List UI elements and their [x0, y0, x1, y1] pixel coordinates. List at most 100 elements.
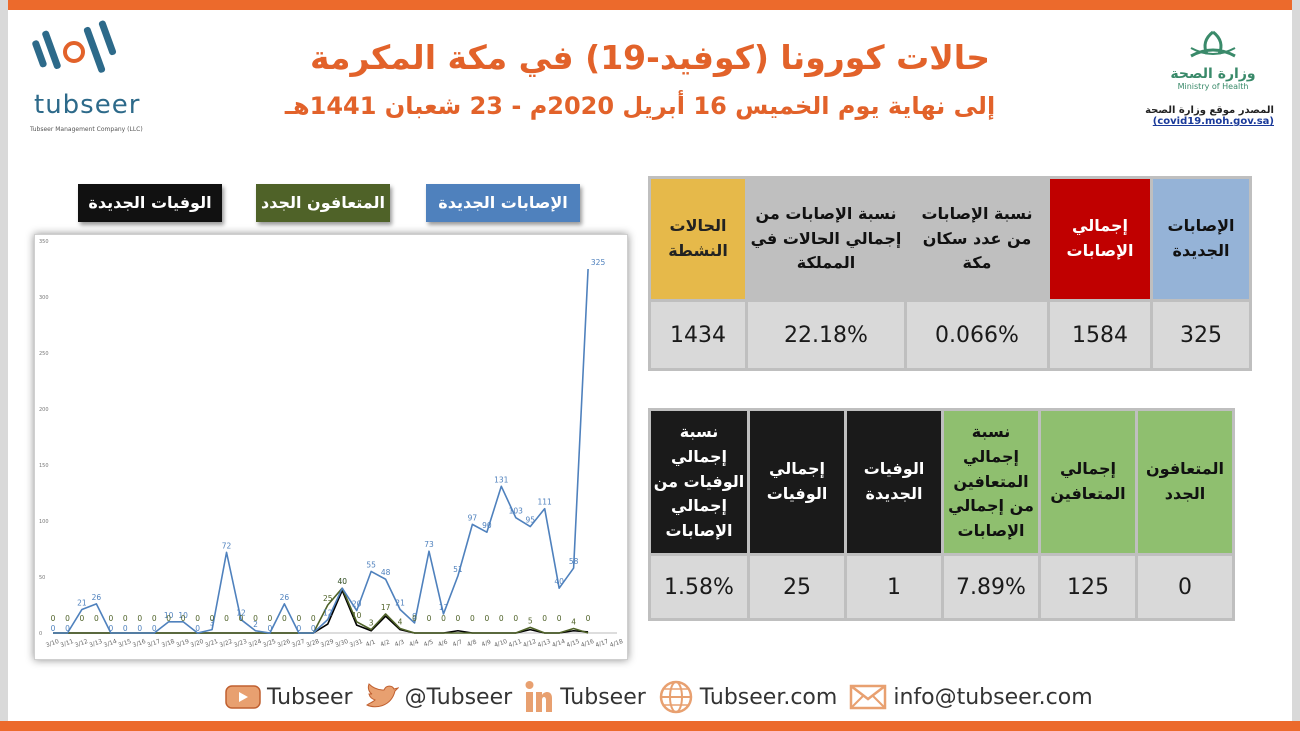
ministry-logo: وزارة الصحة Ministry of Health [1168, 28, 1258, 91]
footer-email[interactable]: info@tubseer.com [849, 683, 1093, 711]
data-label: 4 [571, 618, 576, 627]
y-tick-label: 300 [39, 295, 49, 301]
data-label: 20 [352, 600, 362, 609]
data-label: 10 [178, 611, 188, 620]
data-label: 0 [542, 614, 547, 623]
header-total-recovered: إجمالي المتعافين [1041, 411, 1135, 553]
website-url: Tubseer.com [699, 684, 838, 710]
twitter-handle: @Tubseer [404, 684, 513, 710]
data-label: 21 [395, 598, 405, 607]
data-label: 51 [453, 565, 463, 574]
data-label: 0 [51, 614, 56, 623]
cases-stats-table: الحالات النشطة نسبة الإصابات من إجمالي ا… [648, 176, 1252, 371]
data-label: 0 [108, 614, 113, 623]
data-label: 0 [123, 614, 128, 623]
footer-twitter[interactable]: @Tubseer [365, 683, 513, 711]
data-label: 0 [441, 614, 446, 623]
x-tick-label: 4/10 [493, 638, 508, 649]
header-total-deaths: إجمالي الوفيات [750, 411, 844, 553]
x-tick-label: 3/11 [59, 638, 74, 649]
source-label: المصدر موقع وزارة الصحة [1145, 105, 1274, 116]
x-tick-label: 3/21 [204, 638, 219, 649]
data-label: 5 [528, 616, 533, 625]
data-label: 0 [253, 614, 258, 623]
data-label: 40 [337, 577, 347, 586]
x-tick-label: 3/28 [305, 638, 320, 649]
x-tick-label: 4/11 [508, 638, 523, 649]
x-tick-label: 3/15 [117, 638, 132, 649]
y-tick-label: 350 [39, 239, 49, 245]
x-tick-label: 4/8 [466, 639, 478, 649]
data-label: 17 [439, 603, 449, 612]
linkedin-icon [525, 681, 553, 712]
y-tick-label: 200 [39, 407, 49, 413]
data-label: 55 [366, 560, 376, 569]
value-share-of-kingdom: 22.18% [748, 302, 904, 368]
data-label: 12 [323, 609, 333, 618]
x-tick-label: 3/25 [262, 638, 277, 649]
x-tick-label: 4/12 [522, 638, 537, 649]
series-line-new-cases [53, 268, 589, 634]
x-tick-label: 4/14 [551, 638, 566, 649]
data-label: 58 [569, 557, 579, 566]
data-label: 12 [236, 609, 246, 618]
page-title: حالات كورونا (كوفيد-19) في مكة المكرمة [310, 38, 990, 77]
y-tick-label: 50 [39, 575, 45, 581]
data-label: 0 [210, 614, 215, 623]
value-share-of-population: 0.066% [907, 302, 1047, 368]
legend-new-cases: الإصابات الجديدة [426, 184, 580, 222]
x-tick-label: 3/23 [233, 638, 248, 649]
data-label: 26 [92, 593, 102, 602]
data-label: 111 [538, 498, 553, 507]
data-label: 0 [268, 614, 273, 623]
x-tick-label: 4/16 [580, 638, 595, 649]
data-label: 0 [282, 614, 287, 623]
x-tick-label: 4/1 [365, 639, 377, 649]
x-tick-label: 4/9 [481, 639, 493, 649]
x-tick-label: 3/24 [247, 638, 262, 649]
data-label: 25 [323, 594, 333, 603]
x-tick-label: 3/12 [74, 638, 89, 649]
data-label: 0 [239, 614, 244, 623]
value-active-cases: 1434 [651, 302, 745, 368]
data-label: 72 [222, 541, 232, 550]
globe-icon [659, 680, 693, 714]
data-label: 0 [586, 614, 591, 623]
footer-contacts: Tubseer @Tubseer Tubseer Tubseer.com [225, 677, 1105, 717]
data-label: 0 [65, 614, 70, 623]
data-label: 21 [77, 598, 87, 607]
data-label: 0 [311, 624, 316, 633]
data-label: 40 [554, 577, 564, 586]
data-label: 3 [210, 619, 215, 628]
twitter-icon [365, 683, 399, 708]
header-death-rate: نسبة إجمالي الوفيات من إجمالي الإصابات [651, 411, 747, 553]
logo-tagline: Tubseer Management Company (LLC) [30, 126, 143, 133]
header-recovery-rate: نسبة إجمالي المتعافين من إجمالي الإصابات [944, 411, 1038, 553]
data-label: 48 [381, 568, 391, 577]
legend-new-deaths: الوفيات الجديدة [78, 184, 222, 222]
data-label: 0 [296, 624, 301, 633]
x-tick-label: 3/26 [276, 638, 291, 649]
data-label: 10 [164, 611, 174, 620]
data-label: 0 [80, 614, 85, 623]
data-label: 0 [123, 624, 128, 633]
source-link[interactable]: (covid19.moh.gov.sa) [1152, 116, 1274, 127]
footer-linkedin[interactable]: Tubseer [524, 680, 646, 714]
footer-website[interactable]: Tubseer.com [658, 679, 838, 715]
footer-youtube[interactable]: Tubseer [225, 684, 353, 710]
header-new-recovered: المتعافون الجدد [1138, 411, 1232, 553]
value-new-recovered: 0 [1138, 556, 1232, 618]
x-tick-label: 4/6 [437, 639, 449, 649]
data-label: 17 [381, 603, 391, 612]
header-active-cases: الحالات النشطة [651, 179, 745, 299]
data-label: 0 [108, 624, 113, 633]
x-tick-label: 3/10 [45, 638, 60, 649]
data-label: 0 [195, 614, 200, 623]
y-tick-label: 0 [39, 631, 42, 637]
tubseer-logo-mark-icon [32, 20, 117, 73]
data-label: 0 [268, 624, 273, 633]
data-label: 4 [398, 618, 403, 627]
x-tick-label: 3/16 [132, 638, 147, 649]
data-label: 0 [152, 624, 157, 633]
